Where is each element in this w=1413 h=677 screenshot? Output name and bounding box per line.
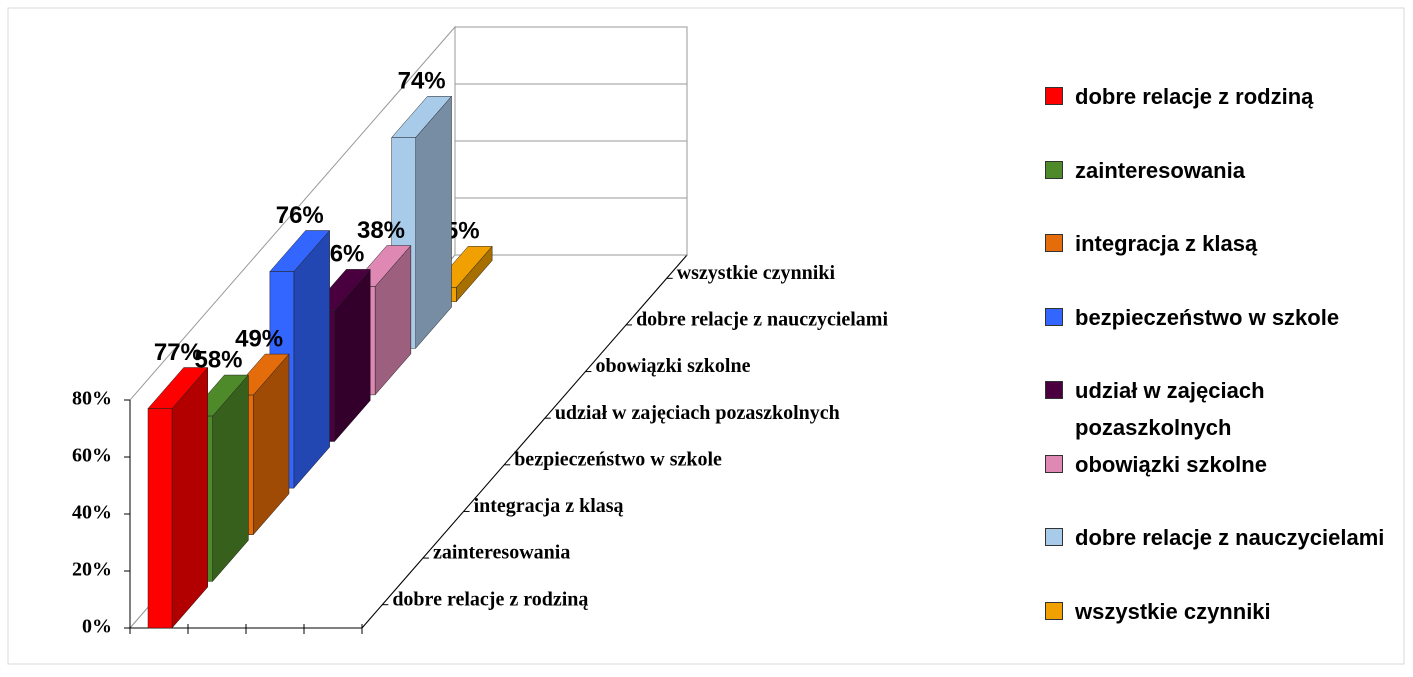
legend-swatch — [1045, 87, 1063, 105]
legend-entry: zainteresowania — [1045, 152, 1405, 189]
legend-swatch — [1045, 381, 1063, 399]
y-tick-label: 80% — [72, 388, 112, 410]
legend-swatch — [1045, 454, 1063, 473]
category-label: udział w zajęciach pozaszkolnych — [555, 402, 840, 424]
legend-entry: udział w zajęciach pozaszkolnych — [1045, 372, 1405, 446]
legend-swatch — [1045, 528, 1063, 546]
data-label: 76% — [276, 202, 324, 229]
legend-entry: dobre relacje z nauczycielami — [1045, 519, 1405, 556]
category-label: zainteresowania — [433, 542, 570, 564]
data-label: 49% — [235, 325, 283, 352]
bar-side-shade — [456, 246, 493, 302]
category-label: obowiązki szkolne — [595, 355, 750, 377]
category-label: integracja z klasą — [474, 495, 624, 517]
legend-label: dobre relacje z nauczycielami — [1075, 525, 1385, 550]
bar-side-shade — [293, 230, 330, 489]
legend-entry: bezpieczeństwo w szkole — [1045, 299, 1405, 336]
bar-side-shade — [212, 375, 249, 582]
legend-label: bezpieczeństwo w szkole — [1075, 304, 1340, 330]
category-label: wszystkie czynniki — [677, 262, 836, 284]
legend-label: obowiązki szkolne — [1075, 451, 1267, 477]
y-tick-label: 40% — [72, 502, 112, 524]
legend-label: zainteresowania — [1075, 157, 1245, 183]
legend-label: wszystkie czynniki — [1075, 598, 1271, 624]
legend-swatch — [1045, 234, 1063, 252]
legend-entry: dobre relacje z rodziną — [1045, 78, 1405, 115]
data-label: 74% — [398, 68, 446, 95]
y-tick-label: 20% — [72, 559, 112, 581]
bar-side-shade — [334, 269, 371, 442]
depth-axis — [361, 254, 688, 629]
data-label: 77% — [154, 339, 202, 366]
category-label: dobre relacje z nauczycielami — [636, 309, 888, 331]
bar-side-shade — [415, 96, 452, 349]
bar-side-shade — [253, 354, 289, 535]
data-label: 38% — [357, 217, 405, 244]
legend-entry: integracja z klasą — [1045, 225, 1405, 262]
bar-side-shade — [172, 367, 208, 628]
category-label: dobre relacje z rodziną — [392, 588, 588, 610]
legend-label: udział w zajęciach pozaszkolnych — [1075, 378, 1265, 440]
bar-side-shade — [375, 245, 411, 395]
legend-label: integracja z klasą — [1075, 231, 1258, 256]
y-tick-label: 0% — [82, 616, 112, 638]
y-tick-label: 60% — [72, 445, 112, 467]
bar — [147, 408, 173, 629]
legend-entry: obowiązki szkolne — [1045, 446, 1405, 483]
legend-label: dobre relacje z rodziną — [1075, 84, 1314, 109]
legend-swatch — [1045, 160, 1063, 179]
category-label: bezpieczeństwo w szkole — [514, 448, 722, 470]
legend-swatch — [1045, 307, 1063, 326]
legend-swatch — [1045, 601, 1063, 620]
legend-entry: wszystkie czynniki — [1045, 593, 1405, 630]
